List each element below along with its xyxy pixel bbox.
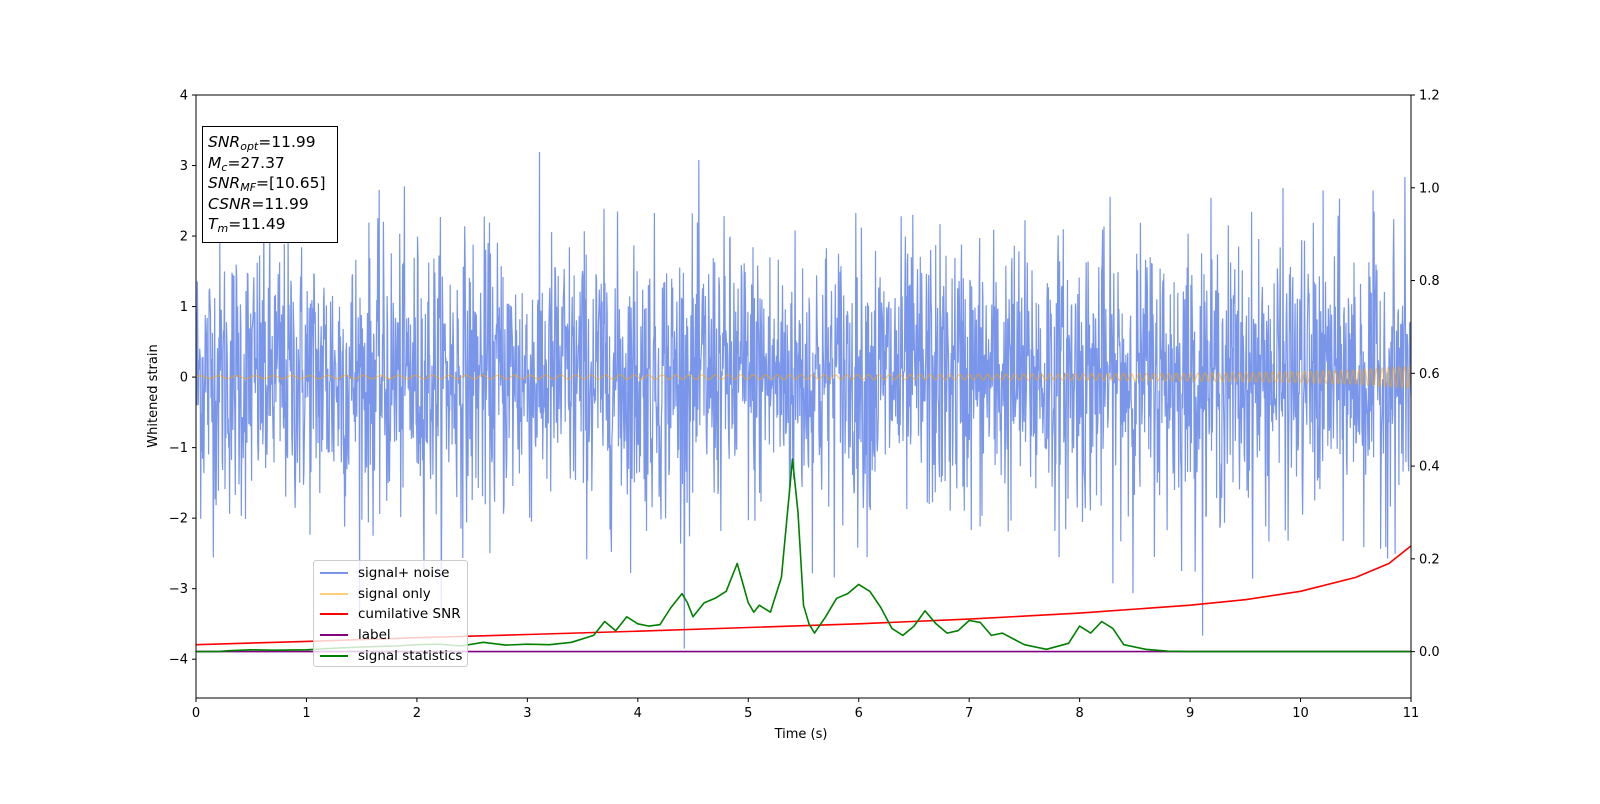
series-signal-statistics-line bbox=[196, 458, 1411, 653]
legend-item-label: label bbox=[320, 625, 467, 646]
x-tick-label: 2 bbox=[413, 706, 421, 721]
metrics-annotation-box: SNRopt=11.99 Mc=27.37 SNRMF=[10.65] CSNR… bbox=[202, 126, 338, 243]
y-tick-label: 2 bbox=[180, 230, 188, 245]
y2-tick-label: 0.2 bbox=[1419, 552, 1440, 567]
snr-mf-value: =[10.65] bbox=[256, 174, 326, 192]
y2-tick-label: 0.4 bbox=[1419, 460, 1440, 475]
plot-frame bbox=[195, 94, 1412, 699]
mc-annotation: Mc=27.37 bbox=[208, 153, 285, 174]
legend-label-signal-statistics: signal statistics bbox=[358, 647, 463, 664]
y2-tick-label: 1.2 bbox=[1419, 89, 1440, 104]
snr-opt-annotation: SNRopt=11.99 bbox=[208, 133, 316, 153]
legend-item-signal-statistics: signal statistics bbox=[320, 645, 467, 666]
snr-opt-value: =11.99 bbox=[258, 133, 316, 151]
y-tick-label: 3 bbox=[180, 159, 188, 174]
legend-swatch-signal-noise bbox=[320, 572, 348, 575]
tm-annotation: Tm=11.49 bbox=[208, 215, 286, 235]
y-tick-label: 1 bbox=[180, 300, 188, 315]
legend-item-signal-only: signal only bbox=[320, 584, 467, 605]
x-tick-label: 7 bbox=[965, 706, 973, 721]
series-signal-only-line bbox=[196, 364, 1411, 389]
x-tick-label: 1 bbox=[302, 706, 310, 721]
x-tick-label: 4 bbox=[634, 706, 642, 721]
y2-tick-label: 0.6 bbox=[1419, 367, 1440, 382]
x-tick-label: 11 bbox=[1403, 706, 1420, 721]
mc-value: =27.37 bbox=[227, 153, 285, 172]
y-tick-label: 4 bbox=[180, 89, 188, 104]
legend-item-cumulative-snr: cumilative SNR bbox=[320, 604, 467, 625]
legend-item-signal-noise: signal+ noise bbox=[320, 563, 467, 584]
legend-swatch-signal-statistics bbox=[320, 654, 348, 657]
legend-label-signal-noise: signal+ noise bbox=[358, 565, 450, 582]
x-tick-label: 6 bbox=[855, 706, 863, 721]
y-axis-label: Whitened strain bbox=[146, 344, 161, 447]
legend-swatch-cumulative-snr bbox=[320, 613, 348, 616]
legend-swatch-label bbox=[320, 634, 348, 637]
x-tick-label: 9 bbox=[1186, 706, 1194, 721]
legend: signal+ noise signal only cumilative SNR… bbox=[313, 560, 468, 667]
legend-swatch-signal-only bbox=[320, 592, 348, 595]
x-tick-label: 5 bbox=[744, 706, 752, 721]
y-tick-label: −3 bbox=[169, 582, 188, 597]
csnr-value: =11.99 bbox=[251, 194, 309, 213]
series-signal-noise-line bbox=[196, 151, 1411, 649]
x-tick-label: 3 bbox=[523, 706, 531, 721]
legend-label-cumulative-snr: cumilative SNR bbox=[358, 606, 461, 623]
legend-label-label: label bbox=[358, 627, 391, 644]
csnr-annotation: CSNR=11.99 bbox=[208, 194, 309, 213]
y2-tick-label: 0.0 bbox=[1419, 645, 1440, 660]
y-tick-label: −4 bbox=[169, 653, 188, 668]
y-tick-label: −2 bbox=[169, 512, 188, 527]
legend-label-signal-only: signal only bbox=[358, 585, 431, 602]
x-tick-label: 10 bbox=[1292, 706, 1309, 721]
y2-tick-label: 0.8 bbox=[1419, 274, 1440, 289]
y2-tick-label: 1.0 bbox=[1419, 181, 1440, 196]
x-tick-label: 8 bbox=[1075, 706, 1083, 721]
x-tick-label: 0 bbox=[192, 706, 200, 721]
y-tick-label: −1 bbox=[169, 441, 188, 456]
x-axis-label: Time (s) bbox=[774, 727, 828, 742]
tm-value: =11.49 bbox=[228, 215, 286, 233]
y-tick-label: 0 bbox=[180, 371, 188, 386]
snr-mf-annotation: SNRMF=[10.65] bbox=[208, 174, 326, 194]
